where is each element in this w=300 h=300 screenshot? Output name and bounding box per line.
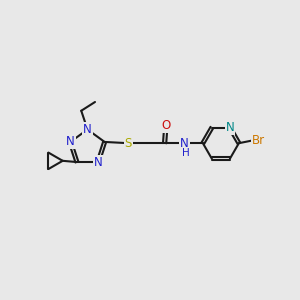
Text: N: N — [180, 137, 189, 150]
Text: H: H — [182, 148, 190, 158]
Text: Br: Br — [252, 134, 265, 147]
Text: N: N — [94, 156, 103, 169]
Text: N: N — [66, 135, 75, 148]
Text: S: S — [125, 137, 132, 150]
Text: N: N — [83, 123, 92, 136]
Text: O: O — [161, 119, 170, 132]
Text: N: N — [226, 121, 234, 134]
